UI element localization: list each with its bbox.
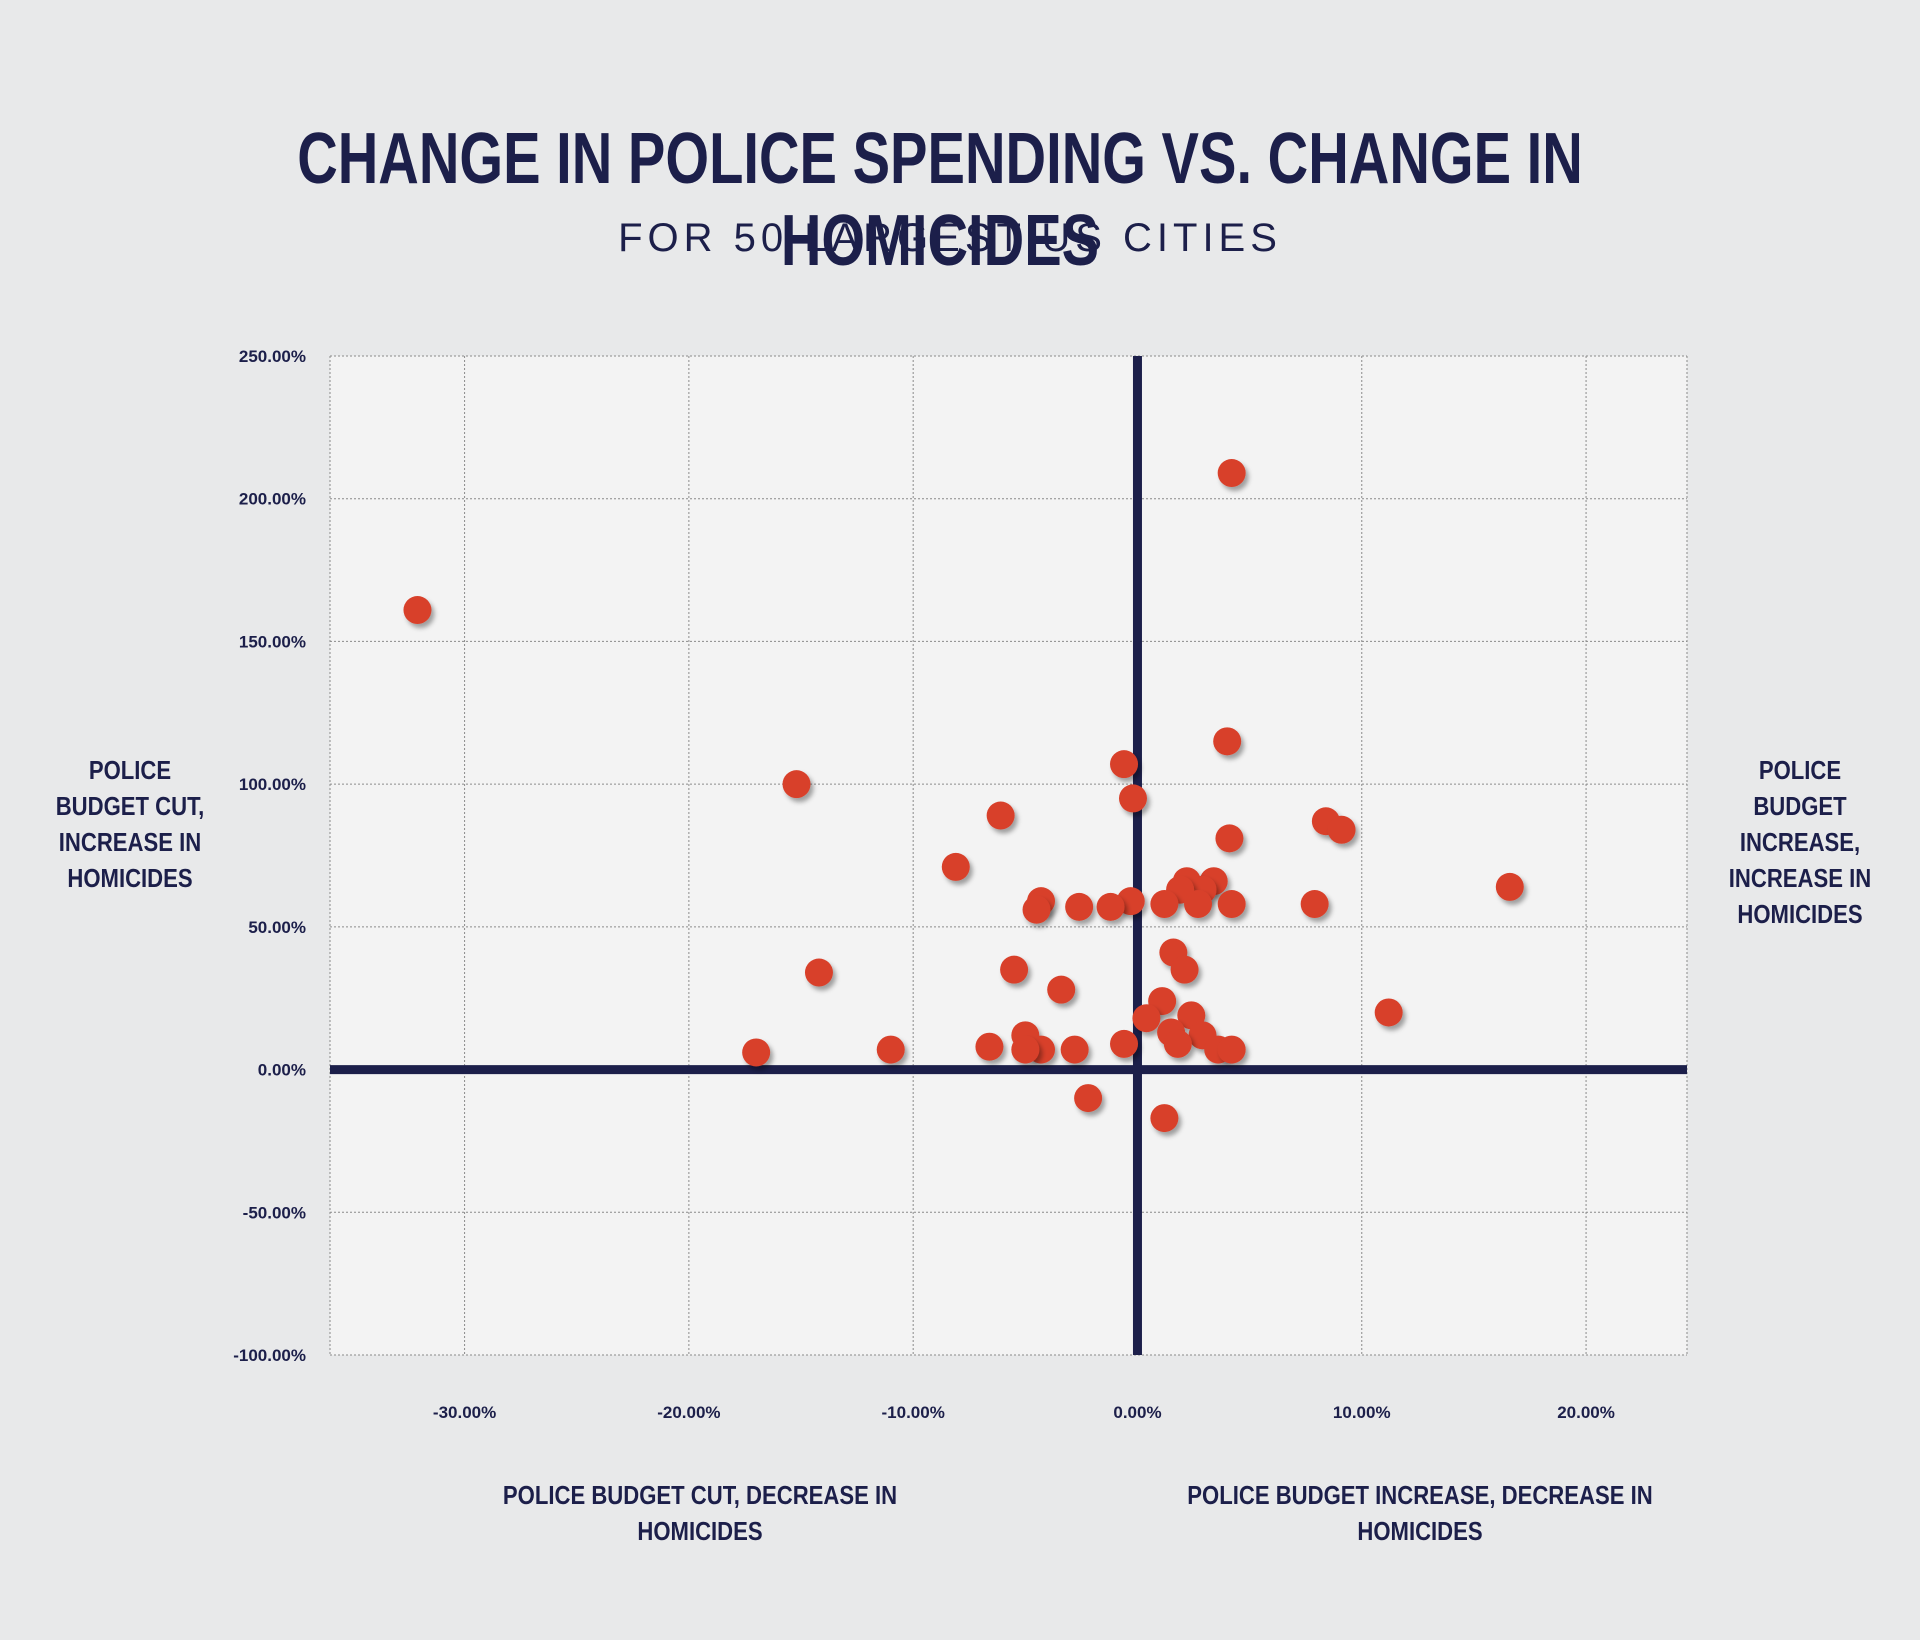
plot-area — [330, 356, 1687, 1355]
y-tick-label: 200.00% — [239, 490, 306, 509]
x-tick-label: 20.00% — [1557, 1403, 1615, 1422]
data-point — [1217, 890, 1246, 919]
data-point — [1327, 815, 1356, 844]
y-tick-label: 250.00% — [239, 347, 306, 366]
data-point — [1110, 750, 1139, 779]
grid-lines — [329, 355, 1688, 1356]
data-point — [1217, 1035, 1246, 1064]
data-point — [804, 958, 833, 987]
quadrant-label-top-right: POLICE BUDGET INCREASE, INCREASE IN HOMI… — [1728, 755, 1872, 929]
data-point — [1213, 727, 1242, 756]
data-point — [876, 1035, 905, 1064]
data-point — [1110, 1029, 1139, 1058]
data-point — [1170, 955, 1199, 984]
quadrant-label-bottom-right: POLICE BUDGET INCREASE, DECREASE IN HOMI… — [1187, 1480, 1653, 1546]
data-point — [742, 1038, 771, 1067]
data-point — [1163, 1029, 1192, 1058]
data-point — [986, 801, 1015, 830]
quadrant-label-top-left: POLICE BUDGET CUT, INCREASE IN HOMICIDES — [55, 755, 205, 893]
data-point — [782, 770, 811, 799]
data-point — [1495, 872, 1524, 901]
data-point — [1022, 895, 1051, 924]
x-tick-label: 0.00% — [1113, 1403, 1161, 1422]
x-tick-label: -30.00% — [433, 1403, 496, 1422]
data-point — [1374, 998, 1403, 1027]
quadrant-label-bottom-left: POLICE BUDGET CUT, DECREASE IN HOMICIDES — [502, 1480, 898, 1546]
data-point — [1150, 890, 1179, 919]
data-point — [1300, 890, 1329, 919]
data-point — [1132, 1004, 1161, 1033]
data-points — [403, 459, 1524, 1133]
x-axis-ticks: -30.00% -20.00% -10.00% 0.00% 10.00% 20.00% — [433, 1403, 1615, 1422]
chart-subtitle: FOR 50 LARGEST US CITIES — [618, 216, 1282, 260]
data-point — [975, 1032, 1004, 1061]
zero-axes — [330, 356, 1687, 1355]
y-axis-ticks: 250.00% 200.00% 150.00% 100.00% 50.00% 0.00% -… — [233, 347, 306, 1365]
data-point — [1011, 1035, 1040, 1064]
data-point — [1000, 955, 1029, 984]
data-point — [1118, 784, 1147, 813]
data-point — [1184, 890, 1213, 919]
data-point — [1217, 459, 1246, 488]
data-point — [1065, 892, 1094, 921]
y-tick-label: -50.00% — [243, 1203, 306, 1222]
data-point — [1074, 1084, 1103, 1113]
y-tick-label: 50.00% — [248, 918, 306, 937]
x-tick-label: -20.00% — [657, 1403, 720, 1422]
y-tick-label: -100.00% — [233, 1346, 306, 1365]
x-tick-label: 10.00% — [1333, 1403, 1391, 1422]
y-tick-label: 0.00% — [258, 1061, 306, 1080]
data-point — [403, 596, 432, 625]
data-point — [1096, 892, 1125, 921]
chart-title: CHANGE IN POLICE SPENDING VS. CHANGE IN … — [297, 119, 1583, 281]
data-point — [1060, 1035, 1089, 1064]
data-point — [1215, 824, 1244, 853]
y-tick-label: 150.00% — [239, 632, 306, 651]
y-tick-label: 100.00% — [239, 775, 306, 794]
data-point — [941, 852, 970, 881]
data-point — [1047, 975, 1076, 1004]
data-point — [1150, 1104, 1179, 1133]
x-tick-label: -10.00% — [882, 1403, 945, 1422]
